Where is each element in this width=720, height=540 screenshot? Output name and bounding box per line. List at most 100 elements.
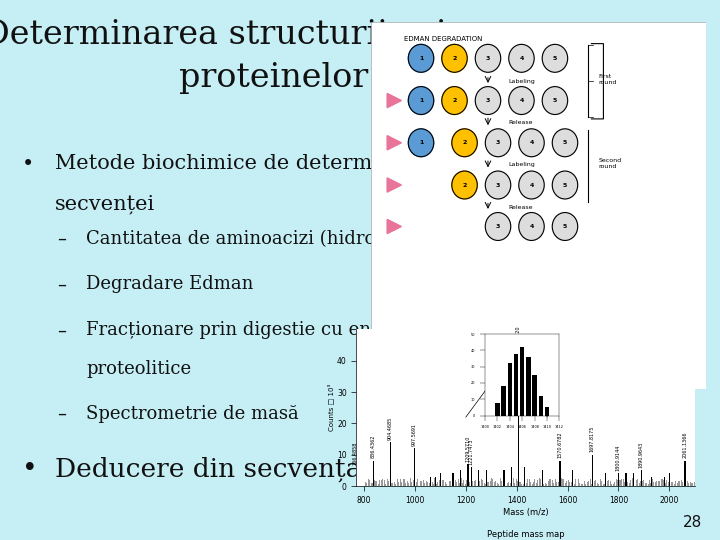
Circle shape [542,86,567,114]
X-axis label: Mass (m/z): Mass (m/z) [503,508,549,516]
Text: •: • [22,154,34,174]
Bar [592,455,593,486]
Circle shape [475,44,500,72]
Circle shape [408,129,433,157]
Bar [355,467,356,486]
Circle shape [442,86,467,114]
Text: 1209.5710: 1209.5710 [466,435,471,462]
Text: 2: 2 [462,183,467,187]
Text: 2: 2 [452,98,456,103]
Circle shape [475,86,500,114]
Polygon shape [387,178,401,192]
Bar [641,470,642,486]
Text: secvenței: secvenței [55,194,155,214]
Circle shape [552,129,577,157]
Text: 4: 4 [519,56,523,61]
Circle shape [485,213,510,240]
Text: proteolitice: proteolitice [86,360,192,378]
Text: Degradare Edman: Degradare Edman [86,275,253,293]
Text: 1406.7220: 1406.7220 [503,342,533,347]
Text: –: – [58,275,66,293]
Bar [633,474,634,486]
Text: 4: 4 [529,224,534,229]
Bar [372,461,374,486]
Text: 1: 1 [419,98,423,103]
Text: Spectrometrie de masă: Spectrometrie de masă [86,405,299,423]
Bar [572,470,573,486]
Text: 2: 2 [462,140,467,145]
Bar [651,477,652,486]
Bar [452,474,454,486]
Bar [485,470,487,486]
Text: Determinarea structurii primare a: Determinarea structurii primare a [0,19,564,51]
Bar [664,477,665,486]
Circle shape [509,86,534,114]
Text: Labeling: Labeling [508,79,535,84]
Bar [435,477,436,486]
Bar [541,470,543,486]
Text: •: • [22,456,37,482]
Text: 3: 3 [486,56,490,61]
Bar [503,470,505,486]
Bar [559,461,561,486]
Text: 1890.9643: 1890.9643 [639,442,644,468]
Text: –: – [58,405,66,423]
Text: Peptide mass map: Peptide mass map [487,530,564,539]
Text: Fracționare prin digestie cu enzime: Fracționare prin digestie cu enzime [86,321,415,339]
Circle shape [552,213,577,240]
Text: 1800.9144: 1800.9144 [616,444,621,471]
Circle shape [519,129,544,157]
Circle shape [485,171,510,199]
Text: 5: 5 [563,224,567,229]
Text: Metode biochimice de determinare a: Metode biochimice de determinare a [55,154,446,173]
Text: 2: 2 [452,56,456,61]
Text: First
round: First round [598,74,617,85]
Bar [413,448,415,486]
Text: 1: 1 [419,140,423,145]
Bar [684,461,685,486]
Circle shape [485,129,510,157]
Text: 836.4362: 836.4362 [371,435,376,458]
Polygon shape [387,219,401,234]
Circle shape [519,213,544,240]
Bar [390,442,391,486]
Text: 5: 5 [553,98,557,103]
Bar [460,470,462,486]
Text: 5: 5 [563,183,567,187]
Bar [440,474,441,486]
Text: 1570.6782: 1570.6782 [557,432,562,458]
Circle shape [552,171,577,199]
Bar [523,467,525,486]
Text: EDMAN DEGRADATION: EDMAN DEGRADATION [405,36,482,42]
Text: 3: 3 [496,224,500,229]
Circle shape [509,44,534,72]
Bar [518,354,519,486]
Text: 997.5691: 997.5691 [412,423,417,446]
Circle shape [408,44,433,72]
Circle shape [452,129,477,157]
Text: 4: 4 [519,98,523,103]
Polygon shape [387,136,401,150]
Text: –: – [58,321,66,339]
Polygon shape [387,93,401,107]
Bar [618,474,619,486]
Text: 5: 5 [563,140,567,145]
Bar [470,467,472,486]
Text: 1221.7473: 1221.7473 [469,438,474,465]
Text: Release: Release [508,205,533,210]
Text: 1: 1 [419,56,423,61]
Bar [669,474,670,486]
Text: Deducere din secvența genelor: Deducere din secvența genelor [55,456,472,482]
Text: 3: 3 [496,183,500,187]
Text: 4: 4 [529,140,534,145]
Bar [467,464,469,486]
Circle shape [442,44,467,72]
Text: 2061.1366: 2061.1366 [683,432,688,458]
Text: proteinelor: proteinelor [179,62,368,94]
Text: –: – [58,230,66,247]
Text: Cantitatea de aminoacizi (hidroliză în ac.: Cantitatea de aminoacizi (hidroliză în a… [86,230,464,247]
Bar [605,474,606,486]
Text: 904.4685: 904.4685 [388,416,393,440]
Text: Second
round: Second round [598,159,621,169]
Y-axis label: Counts □ 10³: Counts □ 10³ [327,384,334,431]
